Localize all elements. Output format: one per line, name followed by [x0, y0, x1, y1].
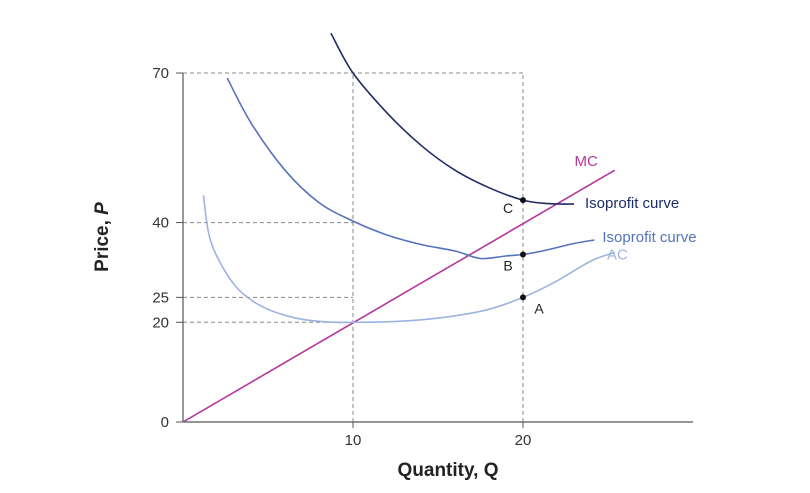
point-b-label: B — [503, 257, 512, 273]
point-a-label: A — [534, 300, 544, 316]
point-markers: C B A — [503, 197, 544, 316]
mc-curve — [183, 169, 616, 422]
mc-label: MC — [574, 153, 597, 170]
y-tick-label-0: 0 — [161, 414, 169, 431]
y-axis-title-text: Price, — [92, 215, 113, 272]
isoprofit-c-label: Isoprofit curve — [585, 195, 679, 212]
ac-curve — [202, 195, 616, 324]
guide-lines — [183, 72, 524, 422]
x-tick-label-10: 10 — [345, 432, 362, 449]
y-tick-label-70: 70 — [152, 65, 169, 82]
point-c-label: C — [503, 200, 513, 216]
x-axis-title: Quantity, Q — [398, 460, 499, 481]
isoprofit-c-curve — [330, 32, 575, 205]
y-tick-label-40: 40 — [152, 215, 169, 232]
point-c-marker — [520, 197, 526, 204]
curves — [183, 32, 616, 422]
isoprofit-b-label: Isoprofit curve — [602, 229, 696, 246]
y-tick-label-25: 25 — [152, 289, 169, 306]
isoprofit-b-curve — [226, 77, 595, 260]
y-tick-labels: 0 20 25 40 70 — [152, 65, 183, 431]
x-tick-label-20: 20 — [515, 432, 532, 449]
point-a-marker — [520, 294, 526, 301]
y-axis-title-variable: P — [92, 202, 113, 215]
y-tick-label-20: 20 — [152, 314, 169, 331]
curve-labels: MC AC Isoprofit curve Isoprofit curve — [574, 153, 696, 263]
y-axis-title: Price, P — [92, 202, 113, 272]
ac-label: AC — [607, 246, 628, 263]
point-b-marker — [520, 251, 526, 258]
x-tick-labels: 10 20 — [345, 422, 532, 449]
